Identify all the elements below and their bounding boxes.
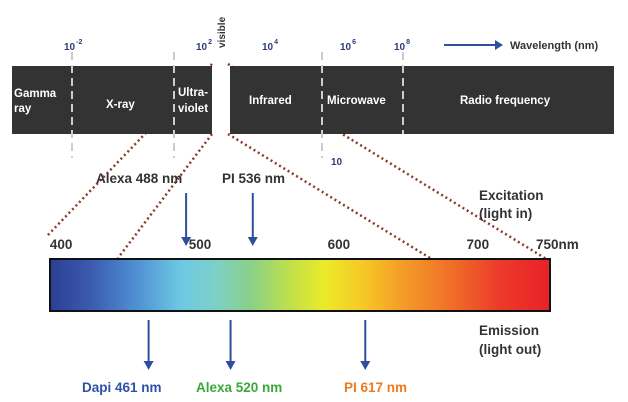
- region-microwave: Microwave: [327, 95, 386, 107]
- excitation-title-line2: (light in): [479, 206, 532, 221]
- axis-tick-label-0: 400: [50, 237, 73, 252]
- emission-title: Emission (light out): [479, 323, 541, 357]
- region-xray: X-ray: [106, 99, 135, 111]
- emission-arrow-1-head-icon: [225, 361, 236, 370]
- region-infrared: Infrared: [249, 95, 292, 107]
- region-gamma-line1: Gamma: [14, 88, 57, 100]
- guide-lines: [46, 62, 549, 262]
- excitation-arrow-0-head-icon: [181, 237, 192, 246]
- axis-tick-label-2: 600: [328, 237, 351, 252]
- region-uv-line1: Ultra-: [178, 87, 208, 99]
- emission-arrows: [143, 320, 371, 370]
- emission-arrow-0-head-icon: [143, 361, 154, 370]
- excitation-label-pi536: PI 536 nm: [222, 171, 285, 186]
- scale-tick-1e4: 104: [262, 39, 278, 53]
- emission-label-1: Alexa 520 nm: [196, 380, 282, 395]
- excitation-arrow-1-head-icon: [247, 237, 258, 246]
- excitation-section: Alexa 488 nm PI 536 nm Excitation (light…: [96, 171, 544, 221]
- scale-tick-1e8: 108: [394, 39, 410, 53]
- wavelength-legend: Wavelength (nm): [444, 40, 599, 52]
- band-left-block: [12, 66, 212, 134]
- scale-tick-1e-2: 10-2: [64, 39, 82, 53]
- axis-tick-label-1: 500: [189, 237, 212, 252]
- emission-title-line2: (light out): [479, 342, 541, 357]
- region-uv-line2: violet: [178, 103, 208, 115]
- guide-line-uv-left: [117, 133, 213, 259]
- emission-arrow-2-head-icon: [360, 361, 371, 370]
- scale-tick-1e2: 102: [196, 39, 212, 53]
- excitation-arrows: [181, 193, 258, 246]
- scale-tick-1e6: 106: [340, 39, 356, 53]
- excitation-title-line1: Excitation: [479, 188, 544, 203]
- emission-labels: Dapi 461 nm Alexa 520 nm PI 617 nm: [82, 380, 407, 395]
- electromagnetic-band: [12, 66, 614, 134]
- wavelength-scale: 10-2 102 104 106 108 10 visible: [64, 16, 410, 168]
- excitation-label-alexa488: Alexa 488 nm: [96, 171, 182, 186]
- wavelength-arrowhead-icon: [495, 40, 503, 50]
- wavelength-legend-label: Wavelength (nm): [510, 40, 599, 52]
- visible-axis-ticks: 400 500 600 700 750nm: [50, 237, 579, 252]
- visible-label: visible: [217, 16, 228, 48]
- emission-title-line1: Emission: [479, 323, 539, 338]
- band-region-labels: Gamma ray X-ray Ultra- violet Infrared M…: [14, 87, 551, 115]
- emission-label-2: PI 617 nm: [344, 380, 407, 395]
- visible-spectrum-bar: [49, 258, 551, 312]
- decade-dash-lines: [71, 52, 404, 158]
- axis-tick-label-3: 700: [467, 237, 490, 252]
- scale-tick-lower: 10: [331, 157, 343, 168]
- region-gamma-line2: ray: [14, 103, 32, 115]
- emission-label-0: Dapi 461 nm: [82, 380, 162, 395]
- region-radio: Radio frequency: [460, 95, 551, 107]
- axis-tick-label-4: 750nm: [536, 237, 579, 252]
- band-right-block: [230, 66, 614, 134]
